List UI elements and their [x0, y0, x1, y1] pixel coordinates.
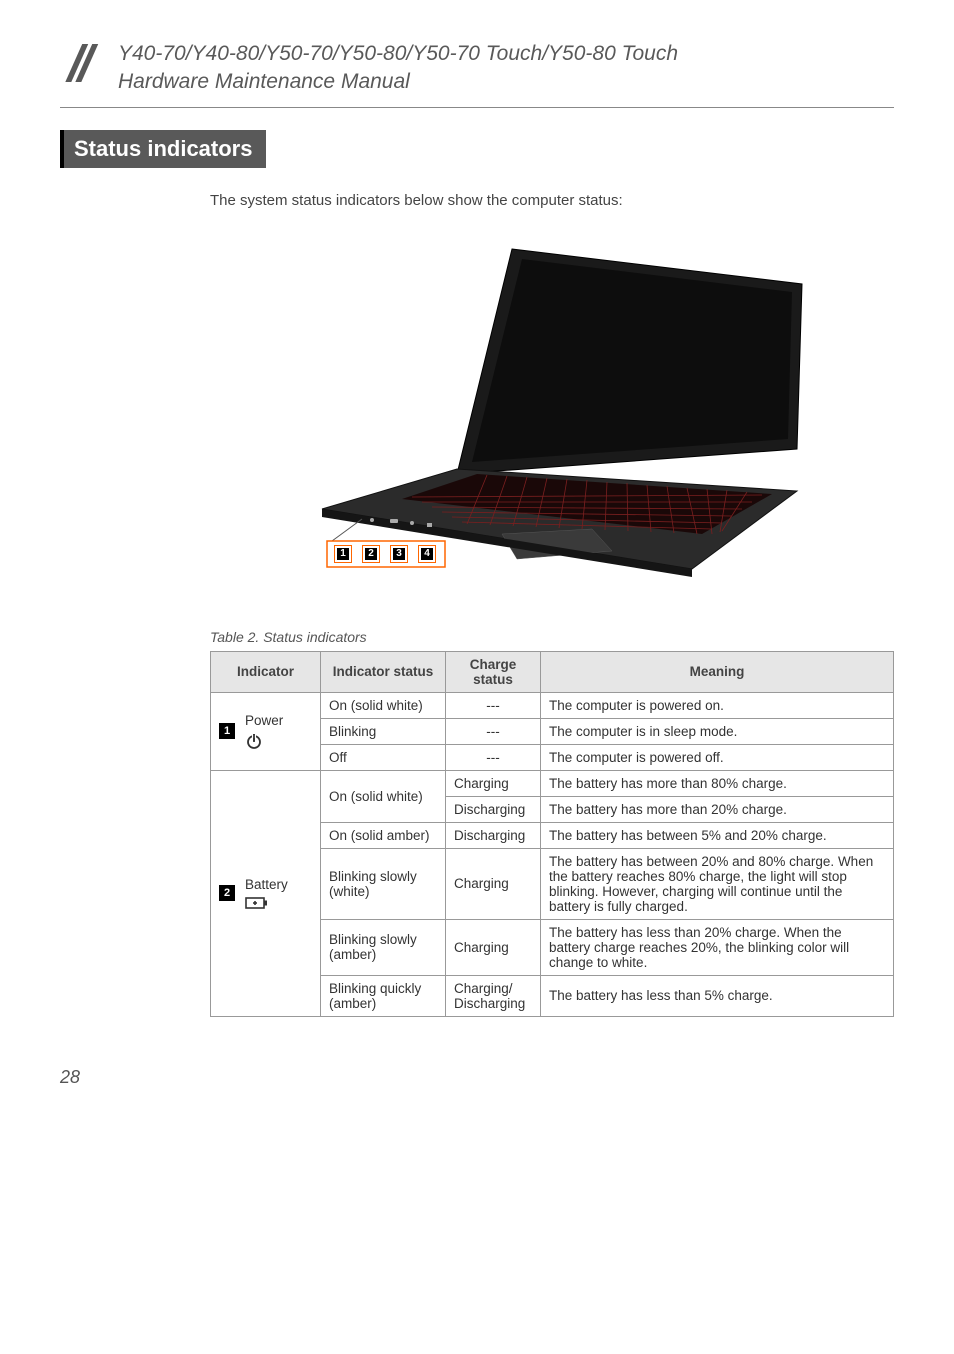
- battery-icon: [245, 896, 269, 910]
- power-label: Power: [245, 713, 283, 728]
- callout-2: 2: [362, 545, 380, 563]
- callout-4: 4: [418, 545, 436, 563]
- battery-label: Battery: [245, 877, 288, 892]
- cell: The battery has between 20% and 80% char…: [541, 848, 894, 919]
- cell: ---: [446, 718, 541, 744]
- cell: Off: [321, 744, 446, 770]
- laptop-illustration: [272, 239, 832, 599]
- intro-text: The system status indicators below show …: [210, 192, 894, 209]
- cell: The battery has less than 5% charge.: [541, 975, 894, 1016]
- cell: On (solid white): [321, 770, 446, 822]
- badge-1: 1: [219, 723, 235, 739]
- header-divider: [60, 107, 894, 108]
- page-number: 28: [60, 1067, 80, 1088]
- col-indicator: Indicator: [211, 651, 321, 692]
- cell: Discharging: [446, 796, 541, 822]
- table-row: 1 Power On (solid white) --- The compute…: [211, 692, 894, 718]
- cell: On (solid amber): [321, 822, 446, 848]
- cell: Charging: [446, 770, 541, 796]
- cell: Discharging: [446, 822, 541, 848]
- indicator-cell-battery: 2 Battery: [211, 770, 321, 1016]
- col-charge-status: Charge status: [446, 651, 541, 692]
- title-line-1: Y40-70/Y40-80/Y50-70/Y50-80/Y50-70 Touch…: [118, 42, 678, 65]
- slash-logo-icon: [60, 40, 106, 86]
- content-region: The system status indicators below show …: [210, 192, 894, 1017]
- callout-3: 3: [390, 545, 408, 563]
- cell: ---: [446, 692, 541, 718]
- cell: The battery has less than 20% charge. Wh…: [541, 919, 894, 975]
- cell: Blinking slowly (amber): [321, 919, 446, 975]
- cell: The computer is in sleep mode.: [541, 718, 894, 744]
- callout-1: 1: [334, 545, 352, 563]
- power-icon: [245, 732, 263, 750]
- col-meaning: Meaning: [541, 651, 894, 692]
- cell: Blinking: [321, 718, 446, 744]
- cell: The computer is powered off.: [541, 744, 894, 770]
- cell: Charging: [446, 919, 541, 975]
- title-line-2: Hardware Maintenance Manual: [118, 70, 410, 93]
- col-indicator-status: Indicator status: [321, 651, 446, 692]
- laptop-figure: 1 2 3 4: [272, 239, 832, 599]
- table-header-row: Indicator Indicator status Charge status…: [211, 651, 894, 692]
- cell: Blinking quickly (amber): [321, 975, 446, 1016]
- cell: Blinking slowly (white): [321, 848, 446, 919]
- status-indicators-table: Indicator Indicator status Charge status…: [210, 651, 894, 1017]
- cell: On (solid white): [321, 692, 446, 718]
- cell: The battery has between 5% and 20% charg…: [541, 822, 894, 848]
- table-caption: Table 2. Status indicators: [210, 629, 894, 645]
- table-row: 2 Battery On (solid white) Charging The …: [211, 770, 894, 796]
- section-heading: Status indicators: [60, 130, 266, 168]
- indicator-cell-power: 1 Power: [211, 692, 321, 770]
- cell: The computer is powered on.: [541, 692, 894, 718]
- cell: Charging: [446, 848, 541, 919]
- cell: The battery has more than 20% charge.: [541, 796, 894, 822]
- page-header: Y40-70/Y40-80/Y50-70/Y50-80/Y50-70 Touch…: [60, 40, 894, 97]
- badge-2: 2: [219, 885, 235, 901]
- cell: ---: [446, 744, 541, 770]
- cell: Charging/ Discharging: [446, 975, 541, 1016]
- manual-title: Y40-70/Y40-80/Y50-70/Y50-80/Y50-70 Touch…: [118, 40, 678, 97]
- cell: The battery has more than 80% charge.: [541, 770, 894, 796]
